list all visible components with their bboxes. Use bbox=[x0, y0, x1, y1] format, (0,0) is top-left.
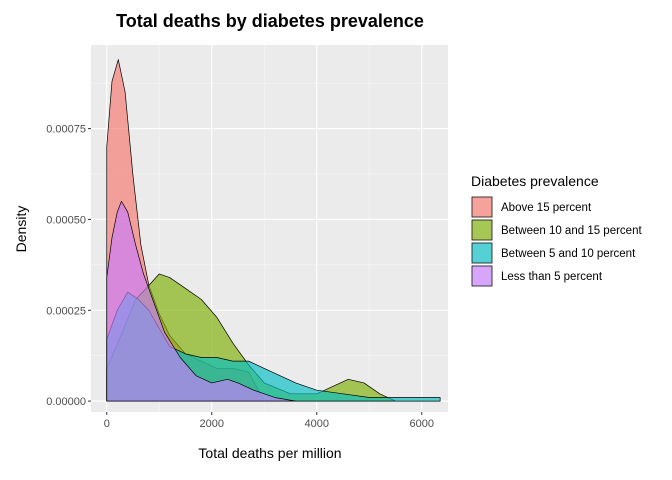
legend-label-4: Less than 5 percent bbox=[501, 271, 603, 283]
y-axis-title: Density bbox=[13, 206, 29, 253]
x-tick-label: 4000 bbox=[305, 418, 329, 430]
legend-swatch-4 bbox=[471, 265, 493, 287]
x-tick-label: 6000 bbox=[410, 418, 434, 430]
legend: Above 15 percent Between 10 and 15 percen… bbox=[471, 196, 642, 287]
x-tick-label: 2000 bbox=[200, 418, 224, 430]
legend-label-1: Above 15 percent bbox=[501, 202, 592, 214]
y-tick-label: 0.00025 bbox=[46, 305, 86, 317]
series-layer bbox=[106, 59, 441, 402]
y-tick-label: 0.00075 bbox=[46, 124, 86, 136]
legend-label-2: Between 10 and 15 percent bbox=[501, 225, 642, 237]
axis-layer: 0 2000 4000 6000 0.00000 0.00025 0.00050 0.0007… bbox=[46, 124, 434, 430]
x-tick-label: 0 bbox=[104, 418, 110, 430]
legend-swatch-1 bbox=[471, 196, 493, 218]
grid-layer bbox=[91, 45, 448, 412]
legend-swatch-3 bbox=[471, 242, 493, 264]
legend-title: Diabetes prevalence bbox=[471, 173, 599, 189]
x-axis-title: Total deaths per million bbox=[198, 445, 341, 461]
y-tick-label: 0.00000 bbox=[46, 396, 86, 408]
chart-title: Total deaths by diabetes prevalence bbox=[116, 11, 424, 31]
legend-label-3: Between 5 and 10 percent bbox=[501, 248, 636, 260]
y-tick-label: 0.00050 bbox=[46, 214, 86, 226]
legend-swatch-2 bbox=[471, 219, 493, 241]
density-area-4 bbox=[106, 200, 297, 402]
